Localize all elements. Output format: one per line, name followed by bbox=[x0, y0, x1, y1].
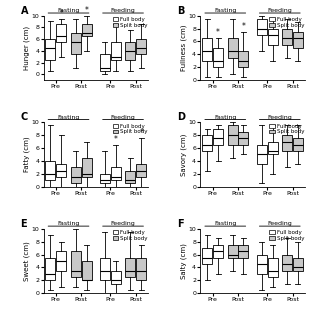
PathPatch shape bbox=[239, 245, 248, 258]
Text: *: * bbox=[85, 6, 89, 15]
Text: Fasting: Fasting bbox=[57, 8, 80, 13]
PathPatch shape bbox=[111, 42, 121, 60]
PathPatch shape bbox=[267, 28, 277, 45]
Text: *: * bbox=[216, 28, 220, 37]
Text: F: F bbox=[177, 219, 184, 229]
Y-axis label: Salty (cm): Salty (cm) bbox=[180, 243, 187, 279]
PathPatch shape bbox=[100, 174, 110, 183]
Text: Fasting: Fasting bbox=[214, 8, 236, 13]
Text: Feeding: Feeding bbox=[111, 221, 135, 226]
Text: A: A bbox=[21, 6, 28, 16]
PathPatch shape bbox=[282, 135, 292, 151]
Y-axis label: Fatty (cm): Fatty (cm) bbox=[24, 137, 30, 172]
PathPatch shape bbox=[111, 167, 121, 180]
PathPatch shape bbox=[45, 258, 55, 280]
Text: Feeding: Feeding bbox=[267, 221, 292, 226]
Legend: Full body, Split body: Full body, Split body bbox=[113, 17, 147, 28]
Text: Fasting: Fasting bbox=[214, 221, 236, 226]
Text: Fasting: Fasting bbox=[214, 115, 236, 119]
PathPatch shape bbox=[45, 161, 55, 180]
PathPatch shape bbox=[293, 258, 303, 271]
PathPatch shape bbox=[71, 33, 81, 54]
PathPatch shape bbox=[82, 158, 92, 177]
Legend: Full body, Split body: Full body, Split body bbox=[269, 17, 304, 28]
Text: *: * bbox=[59, 9, 63, 18]
Y-axis label: Savory (cm): Savory (cm) bbox=[180, 133, 187, 176]
Text: Feeding: Feeding bbox=[267, 115, 292, 119]
PathPatch shape bbox=[56, 251, 66, 271]
Text: Feeding: Feeding bbox=[111, 8, 135, 13]
PathPatch shape bbox=[136, 39, 146, 54]
PathPatch shape bbox=[56, 164, 66, 177]
Legend: Full body, Split body: Full body, Split body bbox=[269, 230, 304, 241]
PathPatch shape bbox=[282, 28, 292, 45]
PathPatch shape bbox=[282, 255, 292, 271]
Text: C: C bbox=[21, 112, 28, 122]
PathPatch shape bbox=[125, 258, 135, 277]
PathPatch shape bbox=[82, 24, 92, 36]
Y-axis label: Fullness (cm): Fullness (cm) bbox=[180, 25, 187, 71]
Text: Fasting: Fasting bbox=[57, 115, 80, 119]
PathPatch shape bbox=[71, 167, 81, 183]
Legend: Full body, Split body: Full body, Split body bbox=[269, 124, 304, 134]
PathPatch shape bbox=[267, 142, 277, 154]
PathPatch shape bbox=[111, 271, 121, 284]
PathPatch shape bbox=[82, 261, 92, 280]
Text: Feeding: Feeding bbox=[267, 8, 292, 13]
PathPatch shape bbox=[239, 51, 248, 67]
PathPatch shape bbox=[100, 54, 110, 71]
PathPatch shape bbox=[213, 245, 223, 258]
Text: B: B bbox=[177, 6, 185, 16]
Text: E: E bbox=[21, 219, 27, 229]
PathPatch shape bbox=[202, 248, 212, 264]
PathPatch shape bbox=[125, 171, 135, 183]
PathPatch shape bbox=[213, 48, 223, 67]
Y-axis label: Sweet (cm): Sweet (cm) bbox=[24, 241, 30, 281]
PathPatch shape bbox=[257, 145, 267, 164]
PathPatch shape bbox=[228, 125, 238, 145]
PathPatch shape bbox=[202, 135, 212, 151]
PathPatch shape bbox=[257, 255, 267, 274]
PathPatch shape bbox=[136, 164, 146, 177]
PathPatch shape bbox=[213, 129, 223, 145]
Y-axis label: Hunger (cm): Hunger (cm) bbox=[24, 26, 30, 70]
Legend: Full body, Split body: Full body, Split body bbox=[113, 124, 147, 134]
PathPatch shape bbox=[267, 258, 277, 277]
PathPatch shape bbox=[45, 39, 55, 60]
Text: Fasting: Fasting bbox=[57, 221, 80, 226]
PathPatch shape bbox=[202, 38, 212, 61]
PathPatch shape bbox=[71, 251, 81, 277]
PathPatch shape bbox=[56, 24, 66, 42]
Text: Feeding: Feeding bbox=[111, 115, 135, 119]
PathPatch shape bbox=[100, 258, 110, 280]
Legend: Full body, Split body: Full body, Split body bbox=[113, 230, 147, 241]
PathPatch shape bbox=[239, 132, 248, 145]
PathPatch shape bbox=[293, 32, 303, 48]
PathPatch shape bbox=[228, 245, 238, 258]
Text: *: * bbox=[242, 22, 245, 31]
PathPatch shape bbox=[293, 138, 303, 151]
Text: D: D bbox=[177, 112, 185, 122]
Text: *: * bbox=[114, 135, 118, 144]
PathPatch shape bbox=[125, 42, 135, 60]
PathPatch shape bbox=[136, 258, 146, 280]
Text: *: * bbox=[139, 128, 143, 137]
PathPatch shape bbox=[228, 38, 238, 58]
PathPatch shape bbox=[257, 19, 267, 35]
